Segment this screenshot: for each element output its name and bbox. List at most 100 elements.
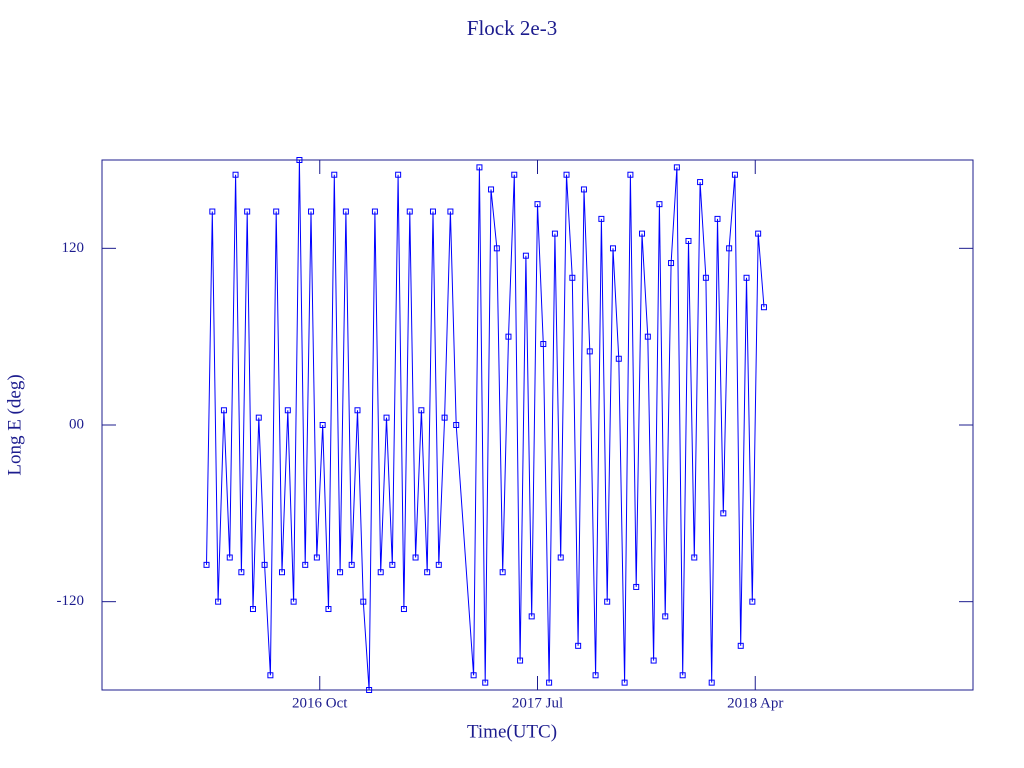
point-marker (540, 341, 547, 348)
point-marker (470, 672, 477, 679)
point-marker (313, 554, 320, 561)
point-marker (290, 598, 297, 605)
series-line (206, 159, 765, 691)
point-marker (714, 215, 721, 222)
point-marker (354, 407, 361, 414)
point-marker (592, 672, 599, 679)
point-marker (255, 414, 262, 421)
point-marker (337, 569, 344, 576)
point-marker (302, 561, 309, 568)
point-marker (424, 569, 431, 576)
point-marker (331, 171, 338, 178)
point-marker (598, 215, 605, 222)
point-marker (586, 348, 593, 355)
y-tick-label: -120 (57, 593, 85, 609)
point-marker (609, 245, 616, 252)
y-axis-label: Long E (deg) (4, 374, 25, 475)
point-marker (569, 274, 576, 281)
point-marker (249, 606, 256, 613)
point-marker (505, 333, 512, 340)
point-marker (429, 208, 436, 215)
x-tick-label: 2016 Oct (292, 695, 348, 711)
point-marker (215, 598, 222, 605)
point-marker (383, 414, 390, 421)
point-marker (232, 171, 239, 178)
point-marker (488, 186, 495, 193)
point-marker (656, 201, 663, 208)
point-marker (697, 179, 704, 186)
point-marker (615, 355, 622, 362)
point-marker (563, 171, 570, 178)
point-marker (267, 672, 274, 679)
point-marker (633, 583, 640, 590)
point-marker (482, 679, 489, 686)
point-marker (389, 561, 396, 568)
point-marker (604, 598, 611, 605)
point-marker (395, 171, 402, 178)
point-marker (755, 230, 762, 237)
x-tick-label: 2017 Jul (512, 695, 563, 711)
point-marker (580, 186, 587, 193)
point-marker (679, 672, 686, 679)
point-marker (528, 613, 535, 620)
point-marker (662, 613, 669, 620)
point-marker (522, 252, 529, 259)
x-tick-label: 2018 Apr (727, 695, 783, 711)
point-marker (737, 642, 744, 649)
point-marker (284, 407, 291, 414)
point-marker (621, 679, 628, 686)
point-marker (511, 171, 518, 178)
point-marker (691, 554, 698, 561)
point-marker (220, 407, 227, 414)
point-marker (371, 208, 378, 215)
point-marker (296, 157, 303, 163)
point-marker (244, 208, 251, 215)
point-marker (557, 554, 564, 561)
point-marker (708, 679, 715, 686)
point-marker (650, 657, 657, 664)
point-marker (279, 569, 286, 576)
point-marker (209, 208, 216, 215)
point-marker (760, 304, 767, 311)
point-marker (360, 598, 367, 605)
point-marker (668, 260, 675, 267)
point-marker (435, 561, 442, 568)
point-marker (499, 569, 506, 576)
point-marker (453, 422, 460, 428)
point-marker (406, 208, 413, 215)
point-marker (731, 171, 738, 178)
point-marker (685, 237, 692, 244)
point-marker (203, 561, 210, 568)
point-marker (441, 414, 448, 421)
point-marker (342, 208, 349, 215)
x-axis-label: Time(UTC) (467, 721, 557, 742)
point-marker (546, 679, 553, 686)
point-marker (720, 510, 727, 517)
point-marker (238, 569, 245, 576)
point-marker (400, 606, 407, 613)
point-marker (226, 554, 233, 561)
point-marker (575, 642, 582, 649)
point-marker (273, 208, 280, 215)
y-tick-label: 00 (69, 416, 84, 432)
point-marker (702, 274, 709, 281)
point-marker (551, 230, 558, 237)
y-tick-label: 120 (62, 240, 85, 256)
point-marker (412, 554, 419, 561)
point-marker (726, 245, 733, 252)
point-marker (418, 407, 425, 414)
point-marker (644, 333, 651, 340)
point-marker (534, 201, 541, 208)
point-marker (348, 561, 355, 568)
point-marker (639, 230, 646, 237)
point-marker (325, 606, 332, 613)
point-marker (366, 687, 373, 693)
point-marker (673, 164, 680, 171)
point-marker (743, 274, 750, 281)
point-marker (749, 598, 756, 605)
point-marker (493, 245, 500, 252)
point-marker (476, 164, 483, 171)
point-marker (377, 569, 384, 576)
chart-title: Flock 2e-3 (467, 16, 557, 40)
